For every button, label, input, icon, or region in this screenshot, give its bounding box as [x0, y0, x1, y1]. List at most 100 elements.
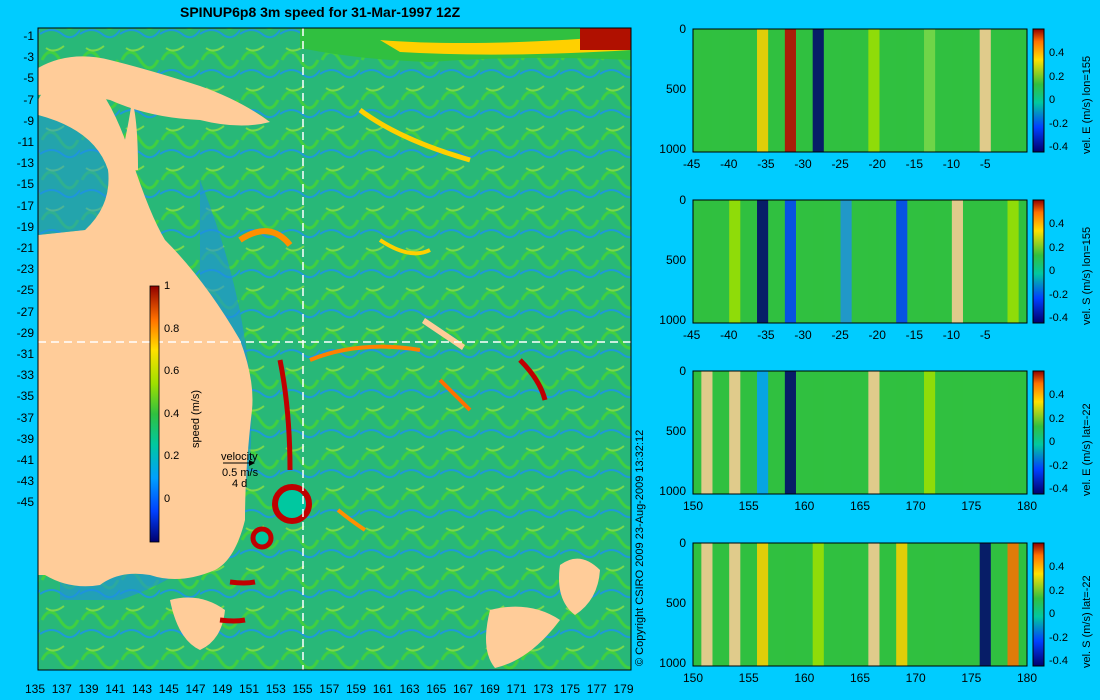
velocity-colorbar-tick: -0.2 — [1049, 631, 1068, 644]
section-x-tick-label: -25 — [831, 328, 849, 342]
velocity-colorbar-tick: -0.2 — [1049, 459, 1068, 472]
section-band — [979, 200, 991, 323]
section-band — [840, 371, 852, 494]
section-x-tick-label: 180 — [1017, 671, 1038, 685]
lon-tick-label: 165 — [426, 682, 447, 696]
section-plot-frame — [692, 542, 1028, 667]
speed-colorbar-tick: 0.4 — [164, 407, 180, 420]
section-x-tick-label: 175 — [961, 671, 982, 685]
velocity-colorbar-tick: -0.2 — [1049, 288, 1068, 301]
section-x-tick-label: -35 — [757, 157, 775, 171]
section-band — [1007, 371, 1019, 494]
section-band — [896, 29, 908, 152]
lon-tick-label: 143 — [132, 682, 153, 696]
section-band — [868, 29, 880, 152]
section-band — [784, 200, 796, 323]
lon-tick-label: 135 — [25, 682, 46, 696]
lat-tick-label: -39 — [16, 431, 34, 446]
page-title: SPINUP6p8 3m speed for 31-Mar-1997 12Z — [180, 4, 461, 20]
velocity-colorbar-tick: 0.2 — [1049, 70, 1065, 83]
lon-tick-label: 157 — [319, 682, 340, 696]
section-band — [868, 200, 880, 323]
section-plot-background — [693, 200, 1027, 323]
lat-tick-label: -15 — [16, 177, 34, 192]
section-band — [812, 371, 824, 494]
section-band — [924, 200, 936, 323]
section-x-tick-label: 170 — [905, 499, 926, 513]
section-band — [784, 371, 796, 494]
lon-tick-label: 161 — [372, 682, 393, 696]
lon-tick-label: 153 — [265, 682, 286, 696]
section-x-tick-label: -10 — [942, 157, 961, 171]
lat-tick-label: -33 — [16, 368, 34, 383]
lon-tick-label: 147 — [185, 682, 206, 696]
depth-tick-label: 500 — [665, 424, 686, 438]
section-band — [784, 543, 796, 666]
section-band — [701, 200, 713, 323]
section-x-tick-label: 150 — [683, 499, 704, 513]
section-x-tick-label: 150 — [683, 671, 704, 685]
depth-tick-label: 0 — [679, 22, 686, 36]
section-x-tick-label: -5 — [979, 157, 991, 171]
lat-tick-label: -29 — [16, 325, 34, 340]
section-band — [757, 200, 769, 323]
speed-colorbar-tick: 1 — [164, 280, 171, 292]
lon-tick-label: 137 — [51, 682, 72, 696]
section-band — [812, 200, 824, 323]
lon-tick-label: 169 — [479, 682, 500, 696]
lon-tick-label: 179 — [613, 682, 634, 696]
lon-tick-label: 139 — [78, 682, 99, 696]
velocity-colorbar-tick: 0 — [1049, 265, 1056, 277]
section-band — [729, 29, 741, 152]
section-x-tick-label: -45 — [683, 328, 701, 342]
section-band — [840, 543, 852, 666]
lat-tick-label: -11 — [17, 135, 34, 149]
section-plot-frame — [692, 199, 1028, 324]
section-band — [951, 200, 963, 323]
section-x-tick-label: 160 — [794, 499, 815, 513]
depth-tick-label: 0 — [679, 193, 686, 207]
lon-tick-label: 163 — [399, 682, 420, 696]
velocity-colorbar-tick: -0.2 — [1049, 117, 1068, 130]
lat-tick-label: -31 — [16, 347, 34, 361]
section-x-tick-label: -20 — [868, 157, 886, 171]
lon-tick-label: 159 — [346, 682, 367, 696]
section-plot-frame — [692, 28, 1028, 153]
section-x-tick-label: 155 — [738, 671, 759, 685]
section-band — [701, 371, 713, 494]
velocity-colorbar-tick: -0.4 — [1049, 655, 1068, 667]
lon-tick-label: 175 — [560, 682, 581, 696]
section-band — [979, 371, 991, 494]
section-plot-frame — [692, 370, 1028, 495]
section-band — [868, 543, 880, 666]
section-plot-background — [693, 371, 1027, 494]
section-band — [729, 371, 741, 494]
depth-tick-label: 1000 — [659, 142, 686, 156]
lat-tick-label: -3 — [23, 50, 34, 65]
depth-tick-label: 500 — [665, 596, 686, 610]
section-x-tick-label: 165 — [850, 671, 871, 685]
depth-tick-label: 500 — [665, 82, 686, 96]
section-plot-background — [693, 29, 1027, 152]
velocity-colorbar — [1032, 542, 1045, 667]
speed-colorbar-label: speed (m/s) — [190, 389, 202, 448]
lat-tick-label: -17 — [16, 198, 34, 213]
velocity-colorbar-tick: 0 — [1049, 608, 1056, 620]
section-x-tick-label: -30 — [794, 157, 812, 171]
section-x-tick-label: 175 — [961, 499, 982, 513]
velocity-colorbar-tick: 0 — [1049, 94, 1056, 106]
section-band — [924, 371, 936, 494]
velocity-colorbar — [1032, 28, 1045, 153]
lat-tick-label: -41 — [16, 453, 34, 467]
lat-tick-label: -45 — [16, 495, 34, 510]
depth-tick-label: 0 — [679, 536, 686, 550]
velocity-legend-scale: 0.5 m/s — [222, 467, 259, 479]
section-band — [896, 543, 908, 666]
lat-tick-label: -5 — [23, 71, 34, 86]
section-band — [729, 543, 741, 666]
section-x-tick-label: -5 — [979, 328, 991, 342]
lon-tick-label: 167 — [453, 682, 474, 696]
velocity-legend-duration: 4 d — [232, 478, 248, 490]
lon-tick-label: 171 — [506, 682, 527, 696]
lon-tick-label: 177 — [586, 682, 607, 696]
